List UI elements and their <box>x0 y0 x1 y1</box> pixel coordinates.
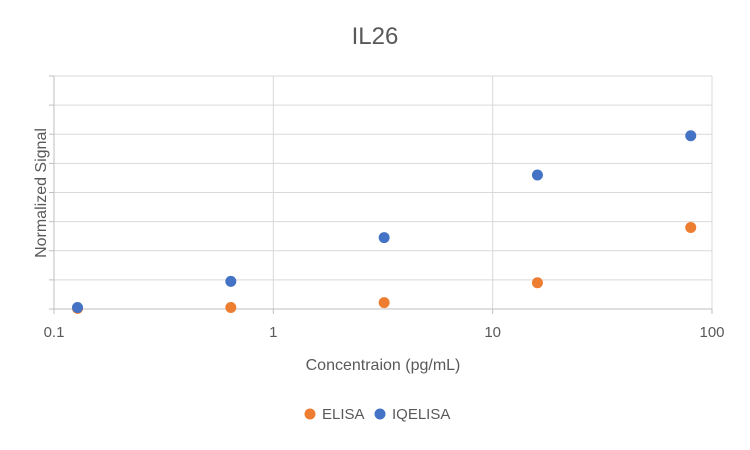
legend-label-iqelisa: IQELISA <box>392 406 450 423</box>
x-tick-label: 1 <box>269 324 277 341</box>
gridlines <box>54 75 713 309</box>
data-point-elisa <box>531 277 543 289</box>
x-axis-label: Concentraion (pg/mL) <box>306 357 461 374</box>
x-tick-labels: 0.1 1 10 100 <box>44 324 725 341</box>
data-point-elisa <box>378 297 390 309</box>
y-axis-label: Normalized Signal <box>33 128 50 258</box>
data-point-iqelisa <box>72 302 84 314</box>
axes <box>49 75 713 314</box>
chart-title: IL26 <box>352 23 399 50</box>
x-tick-label: 100 <box>699 324 724 341</box>
data-points <box>72 130 697 314</box>
data-point-elisa <box>685 221 697 233</box>
data-point-elisa <box>225 302 237 314</box>
legend: ELISA IQELISA <box>304 406 450 423</box>
data-point-iqelisa <box>225 275 237 287</box>
legend-marker-elisa <box>304 408 316 420</box>
data-point-iqelisa <box>685 130 697 142</box>
data-point-iqelisa <box>531 169 543 181</box>
data-point-iqelisa <box>378 232 390 244</box>
legend-marker-iqelisa <box>374 408 386 420</box>
legend-label-elisa: ELISA <box>322 406 365 423</box>
x-tick-label: 0.1 <box>44 324 65 341</box>
x-tick-label: 10 <box>484 324 501 341</box>
